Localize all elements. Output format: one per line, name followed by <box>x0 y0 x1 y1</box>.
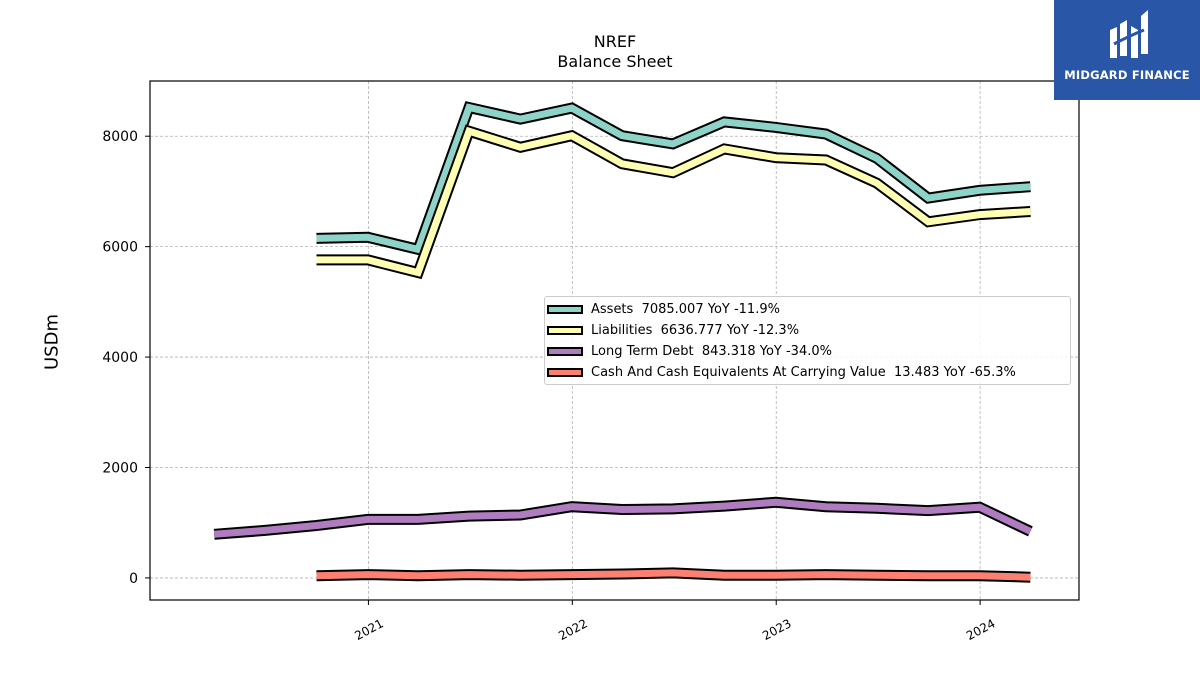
chart-title: NREF <box>593 32 637 51</box>
legend-label-liabilities: Liabilities 6636.777 YoY -12.3% <box>591 322 800 338</box>
y-tick-label: 8000 <box>102 129 138 145</box>
legend-label-assets: Assets 7085.007 YoY -11.9% <box>591 301 780 317</box>
x-tick-label: 2024 <box>964 616 998 643</box>
y-axis-label: USDm <box>41 314 63 370</box>
legend-swatch-assets <box>547 304 583 314</box>
plot-frame <box>149 80 1080 601</box>
series-line-cash-and-cash-equivalents-at-carrying-value <box>316 569 1031 581</box>
brand-name: MIDGARD FINANCE <box>1064 68 1190 82</box>
legend-item-liabilities: Liabilities 6636.777 YoY -12.3% <box>547 321 799 339</box>
logo-icon <box>1110 10 1148 58</box>
y-tick-label: 2000 <box>102 460 138 476</box>
series-line-assets <box>316 103 1031 254</box>
legend-item-cash: Cash And Cash Equivalents At Carrying Va… <box>547 363 1016 381</box>
y-tick-label: 0 <box>129 571 138 587</box>
legend-item-long-term-debt: Long Term Debt 843.318 YoY -34.0% <box>547 342 832 360</box>
y-tick-label: 4000 <box>102 350 138 366</box>
legend-item-assets: Assets 7085.007 YoY -11.9% <box>547 300 780 318</box>
chart-subtitle: Balance Sheet <box>557 52 673 71</box>
y-axis: 0 2000 4000 6000 8000 <box>102 129 150 587</box>
series-line-liabilities <box>316 126 1031 277</box>
brand-logo: MIDGARD FINANCE <box>1054 0 1200 100</box>
legend-label-cash: Cash And Cash Equivalents At Carrying Va… <box>591 364 1016 380</box>
series-lines <box>213 101 1033 583</box>
legend-label-long-term-debt: Long Term Debt 843.318 YoY -34.0% <box>591 343 832 359</box>
legend-swatch-liabilities <box>547 325 583 335</box>
series-line-long-term-debt <box>213 498 1032 538</box>
legend-swatch-cash <box>547 367 583 377</box>
legend-swatch-long-term-debt <box>547 346 583 356</box>
x-axis: 2021 2022 2023 2024 <box>352 600 998 643</box>
x-tick-label: 2021 <box>352 616 386 643</box>
legend: Assets 7085.007 YoY -11.9% Liabilities 6… <box>544 296 1071 385</box>
x-tick-label: 2023 <box>760 616 794 643</box>
x-tick-label: 2022 <box>556 616 590 643</box>
y-tick-label: 6000 <box>102 240 138 256</box>
